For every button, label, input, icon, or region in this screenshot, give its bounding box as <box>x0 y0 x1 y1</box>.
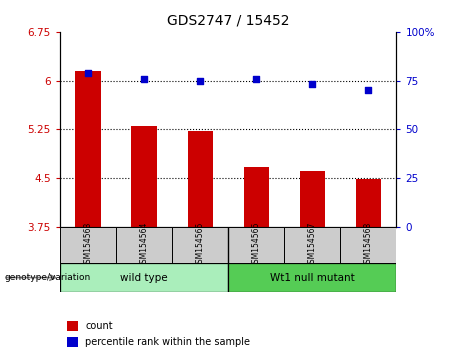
Bar <box>116 227 172 264</box>
Bar <box>228 227 284 264</box>
Text: GSM154564: GSM154564 <box>140 222 148 268</box>
Bar <box>340 227 396 264</box>
Point <box>365 87 372 93</box>
Point <box>309 81 316 87</box>
Text: count: count <box>85 321 113 331</box>
Text: percentile rank within the sample: percentile rank within the sample <box>85 337 250 347</box>
Text: GSM154567: GSM154567 <box>308 222 317 268</box>
Bar <box>243 167 269 227</box>
Bar <box>67 321 78 331</box>
Text: GSM154566: GSM154566 <box>252 222 261 268</box>
Bar <box>188 131 213 227</box>
Point <box>253 76 260 81</box>
Bar <box>67 337 78 347</box>
Text: GSM154568: GSM154568 <box>364 222 373 268</box>
Point <box>140 76 148 81</box>
Bar <box>284 227 340 264</box>
Text: genotype/variation: genotype/variation <box>5 273 91 282</box>
Bar <box>131 126 157 227</box>
Bar <box>228 263 396 292</box>
Point <box>84 70 92 76</box>
Point <box>196 78 204 84</box>
Bar <box>356 179 381 227</box>
Title: GDS2747 / 15452: GDS2747 / 15452 <box>167 14 290 28</box>
Text: GSM154563: GSM154563 <box>83 222 93 268</box>
Bar <box>75 71 100 227</box>
Bar <box>60 227 116 264</box>
Bar <box>172 227 228 264</box>
Text: Wt1 null mutant: Wt1 null mutant <box>270 273 355 282</box>
Text: wild type: wild type <box>120 273 168 282</box>
Text: GSM154565: GSM154565 <box>195 222 205 268</box>
Bar <box>60 263 228 292</box>
Bar <box>300 171 325 227</box>
